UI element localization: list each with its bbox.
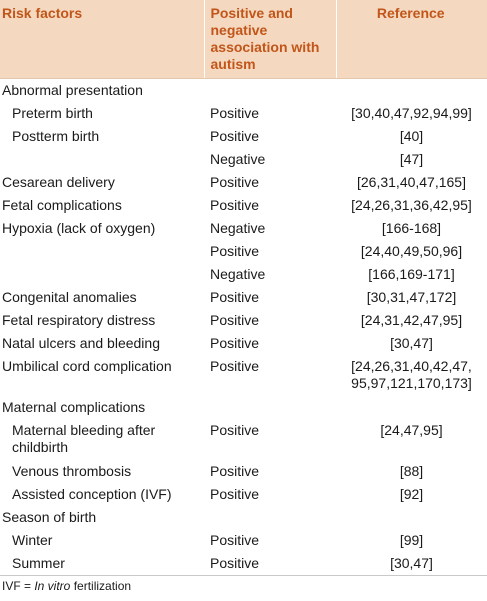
table-row: Maternal bleeding after childbirth Posit…	[0, 419, 487, 460]
row-association: Positive	[210, 127, 260, 144]
row-association: Positive	[210, 288, 260, 305]
row-association: Positive	[210, 242, 260, 259]
row-association: Positive	[210, 531, 260, 548]
table-row: Maternal complications	[0, 396, 487, 419]
row-factor: Natal ulcers and bleeding	[2, 334, 160, 351]
row-factor: Postterm birth	[12, 127, 100, 144]
row-reference: [24,31,42,47,95]	[360, 311, 463, 328]
footnote-term: In vitro	[34, 578, 71, 593]
row-reference: [88]	[399, 462, 424, 479]
row-association: Positive	[210, 462, 260, 479]
row-factor: Preterm birth	[12, 104, 93, 121]
row-association: Positive	[210, 196, 260, 213]
row-reference: [92]	[399, 485, 424, 502]
row-association: Positive	[210, 357, 260, 374]
row-factor	[0, 148, 204, 171]
table-row: Fetal complications Positive [24,26,31,3…	[0, 194, 487, 217]
row-reference: [30,47]	[390, 334, 433, 351]
table-row: Abnormal presentation	[0, 78, 487, 102]
header-reference: Reference	[335, 0, 487, 79]
risk-factors-table: Risk factors Positive and negative assoc…	[0, 0, 487, 576]
row-association	[204, 506, 336, 529]
row-factor: Congenital anomalies	[2, 288, 137, 305]
row-factor	[0, 263, 204, 286]
row-reference: [40]	[399, 127, 424, 144]
table-row: Hypoxia (lack of oxygen) Negative [166-1…	[0, 217, 487, 240]
table-row: Season of birth	[0, 506, 487, 529]
row-factor: Maternal bleeding after childbirth	[12, 421, 156, 455]
row-reference: [30,40,47,92,94,99]	[351, 104, 472, 121]
table-row: Negative [166,169-171]	[0, 263, 487, 286]
row-factor: Winter	[12, 531, 53, 548]
row-reference: [24,47,95]	[380, 421, 443, 438]
table-row: Preterm birth Positive [30,40,47,92,94,9…	[0, 102, 487, 125]
row-factor: Fetal complications	[2, 196, 122, 213]
row-reference	[336, 78, 487, 102]
table-row: Umbilical cord complication Positive [24…	[0, 355, 487, 396]
row-reference	[336, 506, 487, 529]
row-reference: [166-168]	[381, 219, 442, 236]
row-association: Negative	[210, 150, 266, 167]
row-factor: Season of birth	[2, 508, 97, 525]
row-factor: Venous thrombosis	[12, 462, 132, 479]
row-reference: [166,169-171]	[368, 265, 455, 282]
row-association: Positive	[204, 551, 336, 576]
row-association	[204, 78, 336, 102]
table-row: Postterm birth Positive [40]	[0, 125, 487, 148]
table-row: Summer Positive [30,47]	[0, 551, 487, 576]
row-factor: Maternal complications	[2, 398, 146, 415]
row-reference: [26,31,40,47,165]	[357, 173, 466, 190]
header-risk-factors: Risk factors	[0, 0, 204, 79]
row-reference: [30,31,47,172]	[366, 288, 457, 305]
table-footnote: IVF = In vitro fertilization	[0, 576, 487, 596]
footnote-abbreviation: IVF =	[2, 578, 35, 593]
header-association: Positive and negative association with a…	[203, 0, 336, 79]
row-association: Negative	[210, 219, 266, 236]
row-reference: [24,40,49,50,96]	[360, 242, 463, 259]
row-association: Positive	[210, 173, 260, 190]
row-factor: Abnormal presentation	[2, 81, 143, 98]
table-body: Abnormal presentation Preterm birth Posi…	[0, 78, 487, 576]
row-factor: Hypoxia (lack of oxygen)	[2, 219, 156, 236]
table-row: Fetal respiratory distress Positive [24,…	[0, 309, 487, 332]
row-reference: [24,26,31,36,42,95]	[351, 196, 472, 213]
table-row: Venous thrombosis Positive [88]	[0, 460, 487, 483]
row-association: Positive	[210, 485, 260, 502]
row-factor	[0, 240, 204, 263]
row-reference: [47]	[399, 150, 424, 167]
table-row: Winter Positive [99]	[0, 529, 487, 552]
table-row: Assisted conception (IVF) Positive [92]	[0, 483, 487, 506]
table-row: Positive [24,40,49,50,96]	[0, 240, 487, 263]
table-row: Congenital anomalies Positive [30,31,47,…	[0, 286, 487, 309]
table-row: Negative [47]	[0, 148, 487, 171]
row-factor: Assisted conception (IVF)	[12, 485, 172, 502]
row-association: Positive	[210, 334, 260, 351]
row-association	[204, 396, 336, 419]
row-reference: [99]	[399, 531, 424, 548]
row-association: Positive	[210, 421, 260, 438]
footnote-definition: fertilization	[70, 578, 132, 593]
row-association: Negative	[210, 265, 266, 282]
table-row: Cesarean delivery Positive [26,31,40,47,…	[0, 171, 487, 194]
row-association: Positive	[210, 104, 260, 121]
row-reference: [24,26,31,40,42,47, 95,97,121,170,173]	[351, 357, 472, 391]
row-association: Positive	[210, 311, 260, 328]
row-factor: Umbilical cord complication	[2, 357, 172, 374]
row-factor: Cesarean delivery	[2, 173, 115, 190]
table-row: Natal ulcers and bleeding Positive [30,4…	[0, 332, 487, 355]
row-factor: Summer	[0, 551, 204, 576]
table-header: Risk factors Positive and negative assoc…	[0, 0, 487, 79]
row-reference	[336, 396, 487, 419]
row-reference: [30,47]	[336, 551, 487, 576]
row-factor: Fetal respiratory distress	[2, 311, 156, 328]
